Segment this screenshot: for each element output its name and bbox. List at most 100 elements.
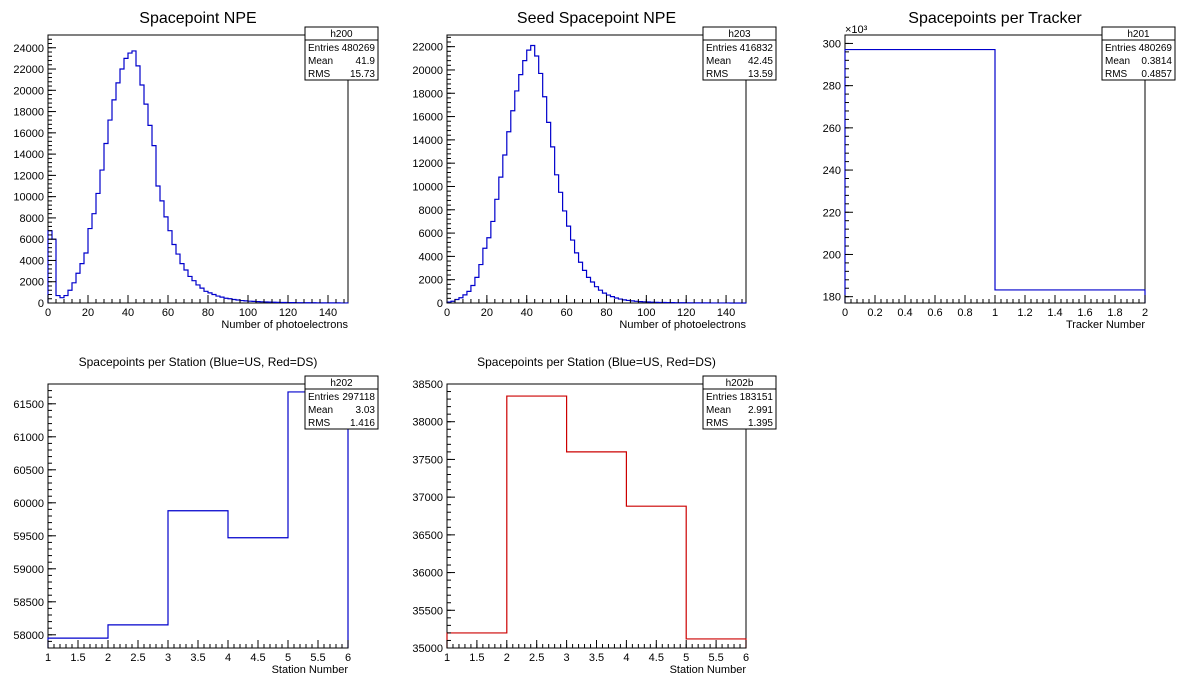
stats-mean-value: 3.03	[356, 405, 376, 416]
y-tick-label: 61000	[13, 432, 44, 444]
y-tick-label: 180	[823, 292, 841, 304]
y-tick-label: 10000	[13, 192, 44, 204]
histogram-line	[446, 395, 747, 648]
stats-entries-value: 416832	[740, 43, 774, 54]
y-tick-label: 16000	[412, 112, 443, 124]
stats-mean-value: 41.9	[356, 56, 376, 67]
x-tick-label: 4.5	[250, 652, 265, 664]
stats-box-frame	[702, 375, 777, 430]
y-tick-label: 280	[823, 81, 841, 93]
x-tick-label: 4	[225, 652, 231, 664]
stats-rms-value: 13.59	[748, 69, 773, 80]
y-tick-label: 8000	[20, 213, 44, 225]
y-tick-label: 200	[823, 249, 841, 261]
x-tick-label: 2.5	[130, 652, 145, 664]
x-tick-label: 4	[623, 652, 629, 664]
histogram-panel-4: Spacepoints per Station (Blue=US, Red=DS…	[412, 355, 777, 676]
stats-entries-value: 297118	[342, 392, 375, 403]
stats-name: h203	[728, 29, 751, 40]
x-tick-label: 1.8	[1107, 307, 1122, 319]
y-tick-label: 0	[38, 298, 44, 310]
x-tick-label: 60	[162, 307, 174, 319]
y-tick-label: 2000	[419, 275, 443, 287]
stats-mean-label: Mean	[706, 405, 731, 416]
x-axis-label: Tracker Number	[1066, 319, 1145, 331]
stats-box: h200 Entries 480269 Mean 41.9 RMS 15.73	[304, 26, 379, 81]
y-tick-label: 60500	[13, 465, 44, 477]
x-tick-label: 4.5	[649, 652, 664, 664]
x-tick-label: 20	[481, 307, 493, 319]
histogram-panel-2: Spacepoints per Tracker 0 0.2 0.4 0.6 0.8 1 1.2…	[823, 10, 1176, 331]
y-tick-label: 36000	[412, 568, 443, 580]
y-tick-label: 4000	[20, 255, 44, 267]
y-tick-label: 37000	[412, 492, 443, 504]
chart-title: Spacepoint NPE	[139, 10, 256, 27]
stats-rms-value: 15.73	[350, 69, 375, 80]
y-tick-label: 59000	[13, 564, 44, 576]
x-tick-label: 3	[165, 652, 171, 664]
x-tick-label: 20	[82, 307, 94, 319]
stats-name: h200	[330, 29, 353, 40]
stats-name: h201	[1127, 29, 1150, 40]
x-tick-label: 40	[521, 307, 533, 319]
x-tick-label: 0	[444, 307, 450, 319]
y-tick-label: 12000	[13, 170, 44, 182]
y-tick-label: 22000	[412, 42, 443, 54]
stats-entries-value: 183151	[740, 392, 774, 403]
x-tick-label: 60	[560, 307, 572, 319]
histogram-line	[844, 48, 1146, 303]
stats-entries-value: 480269	[342, 43, 376, 54]
x-tick-label: 5.5	[708, 652, 723, 664]
stats-box-frame	[702, 26, 777, 81]
x-tick-label: 40	[122, 307, 134, 319]
x-tick-label: 3.5	[589, 652, 604, 664]
stats-rms-label: RMS	[308, 69, 331, 80]
chart-title: Spacepoints per Station (Blue=US, Red=DS…	[477, 355, 716, 369]
y-tick-label: 6000	[419, 228, 443, 240]
stats-box: h201 Entries 480269 Mean 0.3814 RMS 0.4857	[1101, 26, 1176, 81]
stats-mean-label: Mean	[1105, 56, 1130, 67]
y-tick-label: 0	[437, 298, 443, 310]
y-tick-label: 16000	[13, 128, 44, 140]
histogram-panel-0: Spacepoint NPE 0 20 40 60 80 100 120 140 0 2000 400…	[13, 10, 379, 331]
x-tick-label: 140	[319, 307, 337, 319]
y-tick-label: 14000	[13, 149, 44, 161]
y-tick-label: 300	[823, 38, 841, 50]
x-tick-label: 5.5	[310, 652, 325, 664]
stats-mean-value: 0.3814	[1141, 56, 1172, 67]
stats-mean-label: Mean	[706, 56, 731, 67]
stats-name: h202	[330, 378, 353, 389]
stats-rms-label: RMS	[706, 69, 729, 80]
stats-mean-value: 2.991	[748, 405, 773, 416]
stats-box: h203 Entries 416832 Mean 42.45 RMS 13.59	[702, 26, 777, 81]
x-tick-label: 2	[1142, 307, 1148, 319]
x-tick-label: 0.6	[927, 307, 942, 319]
x-tick-label: 2	[105, 652, 111, 664]
y-tick-label: 60000	[13, 498, 44, 510]
y-tick-label: 8000	[419, 205, 443, 217]
x-tick-label: 1.2	[1017, 307, 1032, 319]
stats-entries-label: Entries	[308, 392, 339, 403]
stats-entries-label: Entries	[706, 43, 737, 54]
x-axis-label: Number of photoelectrons	[221, 319, 348, 331]
y-tick-label: 12000	[412, 158, 443, 170]
x-tick-label: 1.5	[70, 652, 85, 664]
x-tick-label: 3	[564, 652, 570, 664]
histogram-line	[47, 50, 349, 304]
x-tick-label: 2	[504, 652, 510, 664]
stats-box-frame	[304, 26, 379, 81]
y-tick-label: 59500	[13, 531, 44, 543]
y-tick-label: 20000	[13, 85, 44, 97]
x-axis-label: Number of photoelectrons	[619, 319, 746, 331]
x-tick-label: 0.2	[867, 307, 882, 319]
x-tick-label: 2.5	[529, 652, 544, 664]
stats-rms-label: RMS	[706, 418, 729, 429]
y-tick-label: 37500	[412, 454, 443, 466]
y-tick-label: 240	[823, 165, 841, 177]
y-tick-label: 2000	[20, 277, 44, 289]
plot-frame	[47, 34, 349, 304]
stats-entries-label: Entries	[1105, 43, 1136, 54]
y-tick-label: 6000	[20, 234, 44, 246]
y-tick-label: 18000	[13, 107, 44, 119]
